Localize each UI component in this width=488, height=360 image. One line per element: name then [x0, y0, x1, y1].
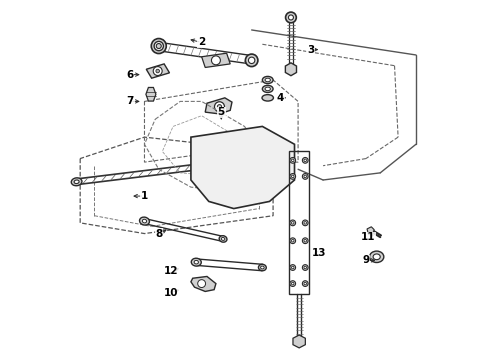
- Ellipse shape: [214, 102, 224, 112]
- Ellipse shape: [285, 12, 296, 23]
- Ellipse shape: [289, 174, 295, 179]
- Ellipse shape: [194, 260, 198, 264]
- Ellipse shape: [267, 162, 274, 169]
- Ellipse shape: [302, 157, 307, 163]
- Ellipse shape: [302, 238, 307, 244]
- Ellipse shape: [289, 281, 295, 287]
- Polygon shape: [366, 227, 373, 235]
- Ellipse shape: [291, 282, 293, 285]
- Ellipse shape: [291, 266, 293, 269]
- Ellipse shape: [289, 157, 295, 163]
- Ellipse shape: [288, 15, 293, 20]
- Polygon shape: [155, 42, 255, 64]
- Text: 9: 9: [362, 255, 369, 265]
- Ellipse shape: [142, 219, 146, 223]
- Text: 7: 7: [126, 96, 134, 107]
- Polygon shape: [190, 276, 216, 292]
- Ellipse shape: [302, 281, 307, 287]
- Ellipse shape: [264, 78, 270, 82]
- Ellipse shape: [304, 175, 306, 178]
- Ellipse shape: [156, 44, 161, 49]
- Ellipse shape: [302, 220, 307, 226]
- Polygon shape: [190, 126, 294, 208]
- Ellipse shape: [291, 222, 293, 224]
- Ellipse shape: [153, 67, 162, 76]
- Ellipse shape: [139, 217, 149, 225]
- Text: 5: 5: [217, 107, 224, 117]
- Ellipse shape: [217, 105, 221, 109]
- Ellipse shape: [304, 282, 306, 285]
- Ellipse shape: [304, 266, 306, 269]
- Ellipse shape: [246, 157, 256, 164]
- Text: 4: 4: [276, 93, 284, 103]
- Text: 13: 13: [312, 248, 326, 258]
- Ellipse shape: [302, 174, 307, 179]
- Ellipse shape: [74, 180, 79, 184]
- Text: 2: 2: [198, 37, 205, 48]
- Polygon shape: [146, 64, 169, 78]
- Text: 10: 10: [163, 288, 178, 297]
- Polygon shape: [205, 98, 231, 114]
- Polygon shape: [201, 53, 230, 67]
- Ellipse shape: [151, 39, 166, 54]
- Ellipse shape: [191, 258, 201, 266]
- Text: 1: 1: [141, 191, 148, 201]
- Ellipse shape: [71, 178, 82, 186]
- Ellipse shape: [289, 265, 295, 270]
- Text: 12: 12: [163, 266, 178, 276]
- Ellipse shape: [211, 56, 220, 65]
- Text: 6: 6: [126, 69, 134, 80]
- Ellipse shape: [245, 54, 257, 67]
- Ellipse shape: [258, 264, 266, 271]
- Ellipse shape: [248, 57, 254, 64]
- Ellipse shape: [304, 159, 306, 162]
- Polygon shape: [292, 335, 305, 348]
- Ellipse shape: [369, 251, 383, 262]
- Text: 11: 11: [360, 232, 374, 242]
- Ellipse shape: [156, 69, 159, 73]
- Ellipse shape: [302, 265, 307, 270]
- Ellipse shape: [154, 41, 163, 51]
- Ellipse shape: [197, 280, 205, 288]
- Polygon shape: [145, 87, 156, 101]
- Ellipse shape: [262, 76, 272, 84]
- Ellipse shape: [291, 239, 293, 242]
- Ellipse shape: [262, 85, 272, 93]
- Ellipse shape: [291, 175, 293, 178]
- Bar: [288, 152, 308, 294]
- Ellipse shape: [219, 236, 226, 242]
- Ellipse shape: [304, 222, 306, 224]
- Ellipse shape: [264, 87, 270, 91]
- Ellipse shape: [304, 239, 306, 242]
- Text: 8: 8: [155, 229, 162, 239]
- Ellipse shape: [289, 220, 295, 226]
- Ellipse shape: [372, 254, 380, 260]
- Ellipse shape: [289, 238, 295, 244]
- Ellipse shape: [263, 158, 279, 174]
- Ellipse shape: [291, 159, 293, 162]
- Text: 3: 3: [306, 45, 314, 55]
- Ellipse shape: [221, 238, 224, 240]
- Polygon shape: [285, 63, 296, 76]
- Ellipse shape: [262, 95, 273, 101]
- Ellipse shape: [249, 159, 253, 162]
- Ellipse shape: [260, 266, 264, 269]
